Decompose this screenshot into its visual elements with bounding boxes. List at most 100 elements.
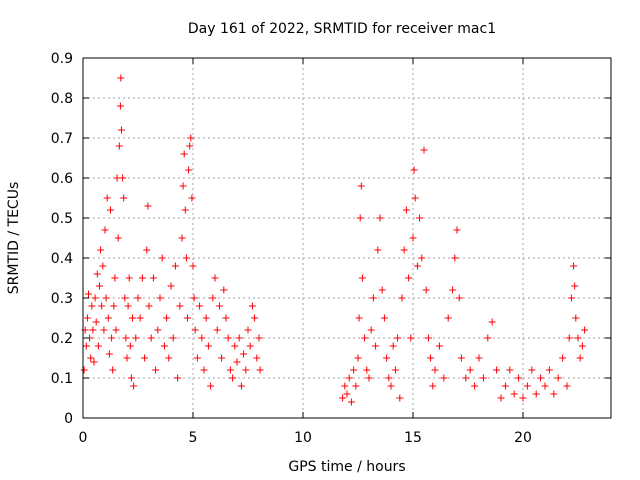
chart-title: Day 161 of 2022, SRMTID for receiver mac… (188, 21, 496, 37)
data-point (222, 314, 230, 322)
data-point (184, 314, 191, 322)
data-point (110, 302, 118, 310)
data-point (226, 366, 234, 374)
data-point (229, 374, 237, 382)
x-tick-label: 15 (404, 430, 422, 446)
data-point (256, 366, 264, 374)
data-point (130, 382, 138, 390)
data-point (405, 274, 413, 282)
axis-ticks: 0 0.1 0.2 0.3 0.4 0.5 0.6 0.7 0.8 0.9 0 5 10 15 20 (51, 51, 611, 446)
data-point (132, 334, 140, 342)
data-point (431, 366, 439, 374)
grid (83, 58, 611, 418)
data-point (347, 398, 355, 406)
data-point (117, 74, 125, 82)
data-point (435, 342, 443, 350)
data-point (541, 382, 549, 390)
data-point (567, 294, 575, 302)
data-point (149, 274, 157, 282)
data-point (387, 382, 395, 390)
data-point (429, 382, 437, 390)
data-point (506, 366, 514, 374)
x-tick-label: 5 (189, 430, 198, 446)
data-point (559, 354, 567, 362)
data-point (444, 314, 452, 322)
y-tick-label: 0 (64, 411, 73, 427)
data-point (97, 246, 105, 254)
data-point (352, 382, 360, 390)
data-point (440, 374, 448, 382)
data-point (372, 342, 380, 350)
data-point (369, 294, 377, 302)
data-point (98, 302, 106, 310)
data-point (105, 350, 113, 358)
data-point (383, 354, 391, 362)
data-point (255, 334, 263, 342)
data-point (554, 374, 562, 382)
data-point (528, 366, 536, 374)
data-point (394, 334, 402, 342)
data-point (90, 358, 98, 366)
data-point (350, 366, 358, 374)
x-axis-label: GPS time / hours (288, 459, 405, 475)
data-point (354, 354, 362, 362)
data-point (361, 334, 369, 342)
data-point (449, 286, 457, 294)
data-point (497, 394, 505, 402)
data-point (493, 366, 501, 374)
data-point (427, 354, 435, 362)
data-point (572, 314, 580, 322)
data-point (178, 234, 186, 242)
data-point (82, 342, 90, 350)
data-point (358, 274, 366, 282)
data-point (85, 290, 92, 298)
data-point (144, 202, 152, 210)
data-point (246, 342, 254, 350)
data-point (391, 366, 399, 374)
data-point (119, 174, 127, 182)
data-point (411, 194, 419, 202)
data-point (398, 294, 406, 302)
data-point (240, 350, 248, 358)
data-point (484, 334, 492, 342)
y-tick-label: 0.2 (51, 331, 73, 347)
data-point (122, 334, 130, 342)
data-point (141, 354, 149, 362)
data-point (87, 354, 95, 362)
data-point (152, 366, 160, 374)
data-point (407, 334, 415, 342)
data-point (578, 342, 586, 350)
data-point (189, 262, 197, 270)
data-point (104, 314, 112, 322)
data-point (118, 126, 125, 134)
data-point (160, 342, 168, 350)
data-point (101, 226, 109, 234)
data-point (574, 334, 582, 342)
data-point (451, 254, 459, 262)
y-tick-label: 0.5 (51, 211, 73, 227)
data-point (134, 294, 142, 302)
data-point (89, 326, 97, 334)
data-point (163, 314, 171, 322)
data-point (479, 374, 487, 382)
data-point (424, 334, 432, 342)
data-point (145, 302, 153, 310)
data-point (237, 382, 245, 390)
data-point (413, 262, 421, 270)
data-point (244, 326, 252, 334)
data-point (422, 286, 430, 294)
data-point (410, 166, 418, 174)
data-point (129, 314, 136, 322)
data-point (180, 150, 188, 158)
data-point (571, 282, 579, 290)
data-point (126, 342, 134, 350)
data-point (193, 354, 201, 362)
data-point (120, 194, 128, 202)
data-point (367, 326, 375, 334)
data-point (176, 302, 184, 310)
data-point (400, 246, 408, 254)
data-point (187, 134, 195, 142)
data-point (196, 302, 204, 310)
data-point (186, 142, 194, 150)
data-point (158, 254, 166, 262)
